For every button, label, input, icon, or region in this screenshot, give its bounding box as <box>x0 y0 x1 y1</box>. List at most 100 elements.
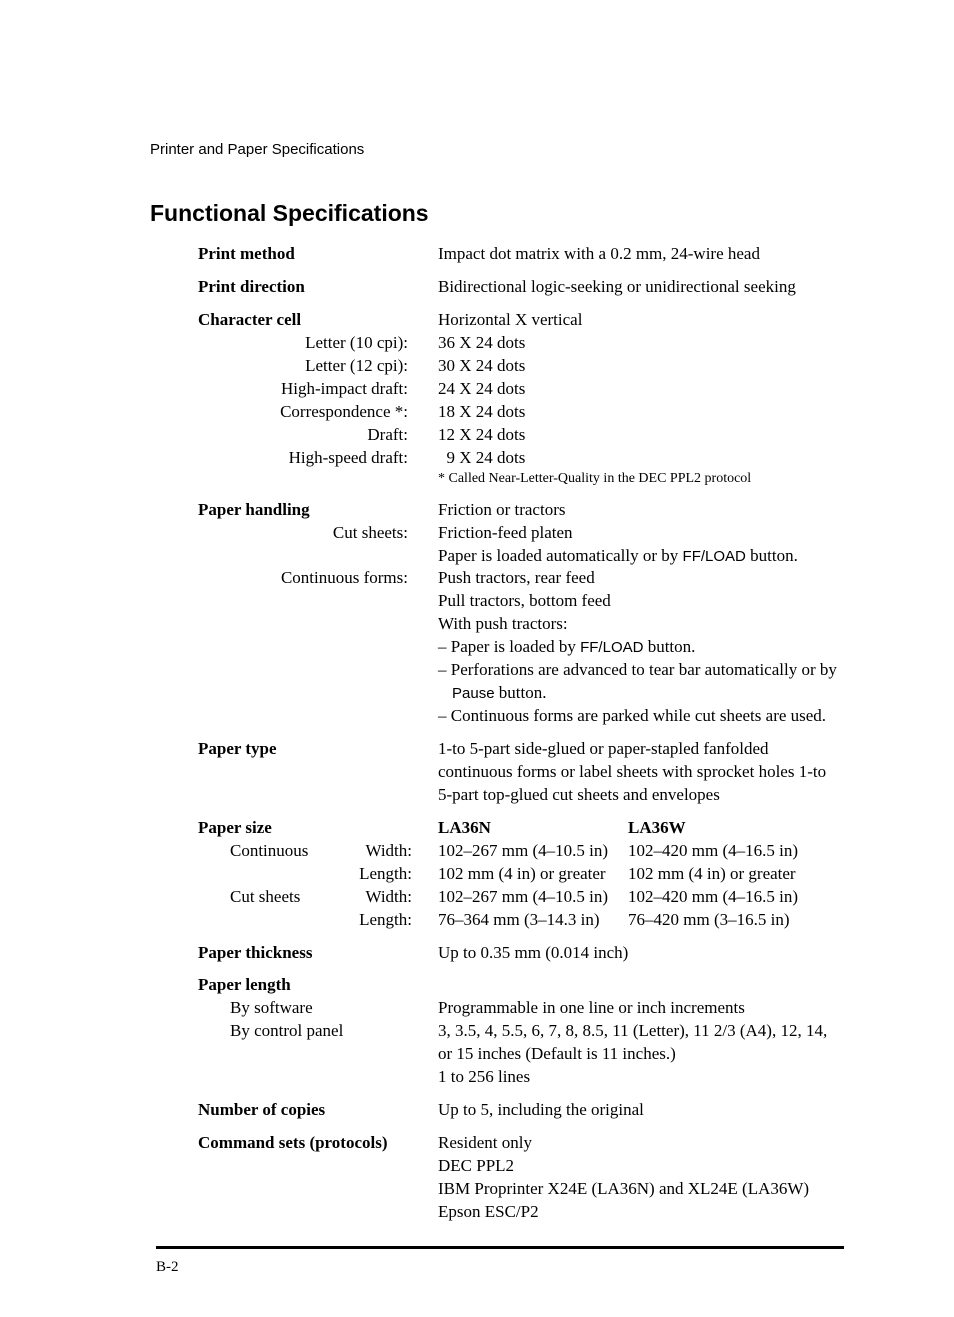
button-name: FF/LOAD <box>683 548 746 565</box>
text: Continuous forms are parked while cut sh… <box>451 706 826 725</box>
label: Paper thickness <box>198 942 412 965</box>
value-col: Resident only DEC PPL2 IBM Proprinter X2… <box>412 1132 844 1224</box>
spec-print-method: Print method Impact dot matrix with a 0.… <box>198 243 844 266</box>
value: DEC PPL2 <box>438 1155 844 1178</box>
value: Bidirectional logic-seeking or unidirect… <box>412 276 844 299</box>
sub: High-speed draft: <box>198 447 412 470</box>
cell: 76–364 mm (3–14.3 in) <box>438 909 628 932</box>
cell: 102–267 mm (4–10.5 in) <box>438 886 628 909</box>
value: Up to 5, including the original <box>412 1099 844 1122</box>
value: 18 X 24 dots <box>438 401 844 424</box>
text: Perforations are advanced to tear bar au… <box>451 660 837 679</box>
value: 9 X 24 dots <box>438 447 844 470</box>
value: 1-to 5-part side-glued or paper-stapled … <box>412 738 844 807</box>
text: button. <box>746 546 798 565</box>
dim: Length: <box>346 909 412 932</box>
sub: Draft: <box>198 424 412 447</box>
page-number: B-2 <box>156 1257 844 1277</box>
sub: By control panel <box>198 1020 412 1043</box>
spec-paper-size: Paper size ContinuousWidth: Length: Cut … <box>198 817 844 932</box>
value: Epson ESC/P2 <box>438 1201 844 1224</box>
spec-paper-thickness: Paper thickness Up to 0.35 mm (0.014 inc… <box>198 942 844 965</box>
text: button. <box>643 637 695 656</box>
group: Cut sheets <box>230 886 346 909</box>
value: 36 X 24 dots <box>438 332 844 355</box>
value: 24 X 24 dots <box>438 378 844 401</box>
group: Continuous <box>230 840 346 863</box>
value: 30 X 24 dots <box>438 355 844 378</box>
col-head-n: LA36N <box>438 817 628 840</box>
value: Paper is loaded automatically or by FF/L… <box>438 545 844 568</box>
bullet: – Paper is loaded by FF/LOAD button. <box>452 636 844 659</box>
group <box>230 863 346 886</box>
value-col: Friction or tractors Friction-feed plate… <box>412 499 844 728</box>
label-col: Paper length By software By control pane… <box>198 974 412 1043</box>
page: Printer and Paper Specifications Functio… <box>0 0 954 1317</box>
cell: 102–267 mm (4–10.5 in) <box>438 840 628 863</box>
value: 1 to 256 lines <box>438 1066 844 1089</box>
label: Paper type <box>198 738 412 761</box>
col-head-w: LA36W <box>628 817 844 840</box>
sub: Letter (10 cpi): <box>198 332 412 355</box>
cell: 102–420 mm (4–16.5 in) <box>628 886 844 909</box>
button-name: Pause <box>452 685 495 702</box>
value: IBM Proprinter X24E (LA36N) and XL24E (L… <box>438 1178 844 1201</box>
value: Up to 0.35 mm (0.014 inch) <box>412 942 844 965</box>
bullet: – Continuous forms are parked while cut … <box>452 705 844 728</box>
spec-paper-type: Paper type 1-to 5-part side-glued or pap… <box>198 738 844 807</box>
label: Character cell <box>198 309 412 332</box>
label-col: Paper handling Cut sheets: Continuous fo… <box>198 499 412 591</box>
spec-paper-handling: Paper handling Cut sheets: Continuous fo… <box>198 499 844 728</box>
value-col: Programmable in one line or inch increme… <box>412 974 844 1089</box>
value: 3, 3.5, 4, 5.5, 6, 7, 8, 8.5, 11 (Letter… <box>438 1020 844 1066</box>
value: Friction or tractors <box>438 499 844 522</box>
value-col: LA36N LA36W 102–267 mm (4–10.5 in)102–42… <box>412 817 844 932</box>
dim: Width: <box>346 840 412 863</box>
label-col: Paper size ContinuousWidth: Length: Cut … <box>198 817 412 932</box>
bullets: – Paper is loaded by FF/LOAD button. – P… <box>438 636 844 728</box>
sub: Cut sheets: <box>198 522 412 545</box>
text: Paper is loaded automatically or by <box>438 546 683 565</box>
sub: Continuous forms: <box>198 567 412 590</box>
value: Pull tractors, bottom feed <box>438 590 844 613</box>
value: Impact dot matrix with a 0.2 mm, 24-wire… <box>412 243 844 266</box>
dim: Width: <box>346 886 412 909</box>
spec-print-direction: Print direction Bidirectional logic-seek… <box>198 276 844 299</box>
label: Paper length <box>198 974 412 997</box>
label-col: Character cell Letter (10 cpi): Letter (… <box>198 309 412 470</box>
breadcrumb: Printer and Paper Specifications <box>150 140 844 160</box>
spec-command-sets: Command sets (protocols) Resident only D… <box>198 1132 844 1224</box>
label: Paper size <box>198 817 412 840</box>
label: Print direction <box>198 276 412 299</box>
bullet: – Perforations are advanced to tear bar … <box>452 659 844 705</box>
text: Paper is loaded by <box>451 637 580 656</box>
footer-rule <box>156 1246 844 1249</box>
cell: 102 mm (4 in) or greater <box>438 863 628 886</box>
value: Resident only <box>438 1132 844 1155</box>
label: Paper handling <box>198 499 412 522</box>
button-name: FF/LOAD <box>580 639 643 656</box>
label: Number of copies <box>198 1099 412 1122</box>
sub: Letter (12 cpi): <box>198 355 412 378</box>
section-title: Functional Specifications <box>150 198 844 229</box>
footnote: * Called Near-Letter-Quality in the DEC … <box>438 470 844 489</box>
sub: Correspondence *: <box>198 401 412 424</box>
text: button. <box>495 683 547 702</box>
sub: By software <box>198 997 412 1020</box>
value: 12 X 24 dots <box>438 424 844 447</box>
value: Push tractors, rear feed <box>438 567 844 590</box>
header: Horizontal X vertical <box>438 309 844 332</box>
specs-block: Print method Impact dot matrix with a 0.… <box>198 243 844 1277</box>
spec-character-cell: Character cell Letter (10 cpi): Letter (… <box>198 309 844 488</box>
dim: Length: <box>346 863 412 886</box>
cell: 102 mm (4 in) or greater <box>628 863 844 886</box>
cell: 76–420 mm (3–16.5 in) <box>628 909 844 932</box>
value: Friction-feed platen <box>438 522 844 545</box>
spec-copies: Number of copies Up to 5, including the … <box>198 1099 844 1122</box>
group <box>230 909 346 932</box>
value-col: Horizontal X vertical 36 X 24 dots 30 X … <box>412 309 844 488</box>
label: Command sets (protocols) <box>198 1132 412 1155</box>
cell: 102–420 mm (4–16.5 in) <box>628 840 844 863</box>
sub: High-impact draft: <box>198 378 412 401</box>
value: Programmable in one line or inch increme… <box>438 997 844 1020</box>
